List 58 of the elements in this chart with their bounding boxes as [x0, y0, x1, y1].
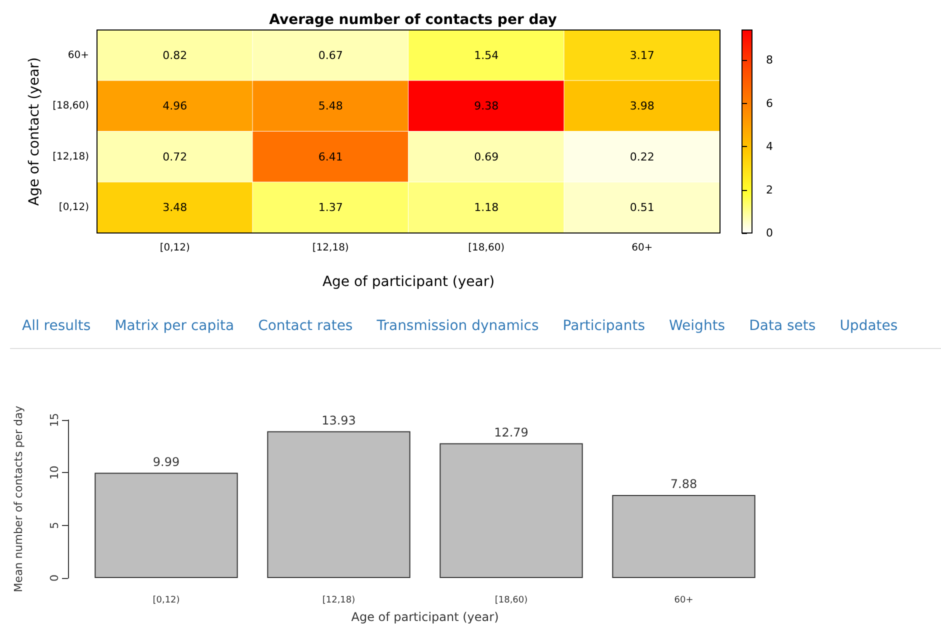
text: Matrix per capita	[114, 317, 236, 336]
text: Updates	[838, 317, 899, 336]
bar	[267, 431, 410, 578]
y-tick-label: [18,60)	[52, 100, 90, 112]
x-tick-label: [18,60)	[468, 242, 505, 254]
data-label: 6.41	[318, 150, 343, 164]
x-axis-title: Age of participant (year)	[322, 274, 495, 290]
text: Transmission dynamics	[376, 317, 540, 336]
x-tick-label: 60+	[674, 596, 694, 606]
data-label: 3.48	[162, 201, 188, 214]
data-label: 5.48	[318, 100, 343, 113]
color-bar-label: 4	[766, 140, 773, 154]
x-tick-label: [0,12)	[160, 242, 190, 254]
color-bar-label: 8	[766, 54, 773, 67]
data-label: 12.79	[494, 425, 528, 440]
data-label: 0.67	[318, 48, 343, 62]
bar	[440, 443, 583, 578]
data-label: 0.51	[630, 201, 654, 214]
bar	[612, 494, 756, 578]
data-label: 0.72	[162, 150, 188, 164]
y-tick-label: 60+	[68, 50, 89, 61]
data-label: 1.54	[474, 48, 499, 62]
y-tick-label: 0	[48, 574, 61, 582]
color-bar-label: 0	[766, 226, 773, 240]
data-label: 9.99	[152, 454, 180, 469]
data-label: 13.93	[322, 413, 356, 428]
data-label: 1.18	[474, 201, 499, 214]
x-tick-label: [0,12)	[152, 596, 180, 606]
data-label: 3.17	[630, 48, 654, 62]
x-axis-title: Age of participant (year)	[351, 610, 499, 624]
y-tick-label: [0,12)	[58, 202, 90, 214]
y-tick-label: 5	[48, 522, 61, 529]
y-axis-title: Age of contact (year)	[26, 57, 43, 206]
y-axis-title: Mean number of contacts per day	[12, 405, 25, 592]
data-label: 9.38	[474, 100, 499, 113]
y-tick-label: 15	[48, 413, 61, 427]
data-label: 0.69	[474, 150, 499, 164]
color-bar-label: 6	[766, 96, 773, 110]
chart-title: Average number of contacts per day	[269, 12, 557, 28]
y-tick-label: 10	[48, 466, 61, 480]
y-tick-label: [12,18)	[52, 151, 90, 162]
x-tick-label: [18,60)	[494, 596, 528, 606]
x-tick-label: [12,18)	[322, 596, 356, 606]
x-tick-label: 60+	[632, 242, 653, 254]
color-bar-label: 2	[766, 183, 773, 196]
data-label: 0.22	[630, 150, 654, 164]
data-label: 1.37	[318, 201, 343, 214]
data-label: 0.82	[162, 48, 188, 62]
data-label: 7.88	[670, 476, 698, 491]
text: Weights	[668, 317, 726, 336]
data-label: 3.98	[630, 100, 654, 113]
text: Contact rates	[257, 317, 354, 336]
text: Participants	[562, 317, 646, 336]
data-label: 4.96	[162, 100, 188, 113]
text: All results	[21, 317, 92, 336]
x-tick-label: [12,18)	[312, 242, 349, 254]
bar	[94, 472, 238, 578]
text: Data sets	[748, 317, 817, 336]
